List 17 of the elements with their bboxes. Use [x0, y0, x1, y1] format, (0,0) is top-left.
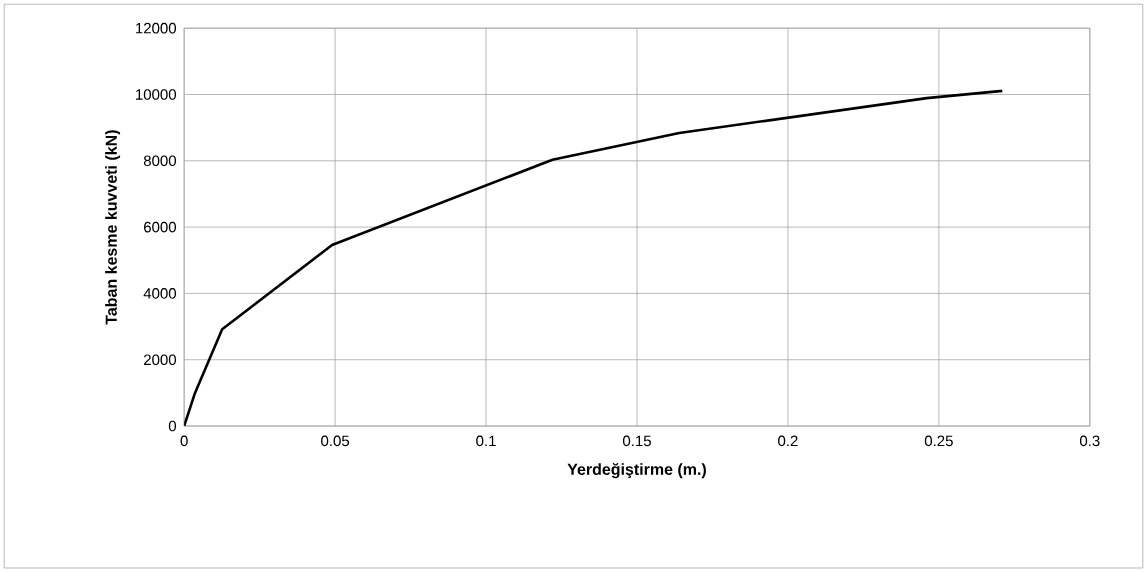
x-tick-label: 0	[180, 435, 188, 447]
x-tick-label: 0.05	[321, 435, 350, 447]
x-tick-label: 0.25	[924, 435, 953, 447]
y-tick-label: 0	[168, 420, 177, 432]
y-tick-label: 2000	[144, 354, 177, 365]
y-axis-title: Taban kesme kuvveti (kN)	[105, 130, 121, 325]
x-tick-label: 0.3	[1079, 435, 1100, 447]
y-tick-label: 8000	[143, 155, 177, 167]
y-tick-label: 12000	[136, 22, 177, 34]
y-tick-label: 10000	[136, 89, 177, 100]
y-tick-label: 6000	[144, 221, 177, 233]
x-tick-label: 0.1	[476, 435, 496, 447]
x-tick-label: 0.2	[778, 435, 798, 447]
y-tick-label: 4000	[143, 288, 177, 299]
x-tick-label: 0.15	[622, 435, 651, 447]
line-series	[184, 89, 1004, 426]
x-axis-title: Yerdeğiştirme (m.)	[567, 462, 706, 479]
